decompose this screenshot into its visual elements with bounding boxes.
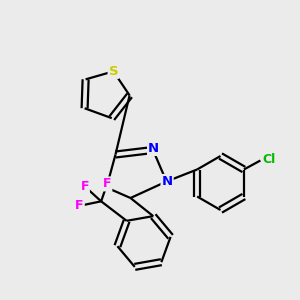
Text: S: S bbox=[109, 65, 118, 78]
Text: F: F bbox=[80, 180, 89, 193]
Text: N: N bbox=[148, 142, 159, 155]
Text: N: N bbox=[161, 175, 173, 188]
Text: F: F bbox=[103, 177, 111, 190]
Text: Cl: Cl bbox=[262, 152, 275, 166]
Text: F: F bbox=[75, 199, 84, 212]
